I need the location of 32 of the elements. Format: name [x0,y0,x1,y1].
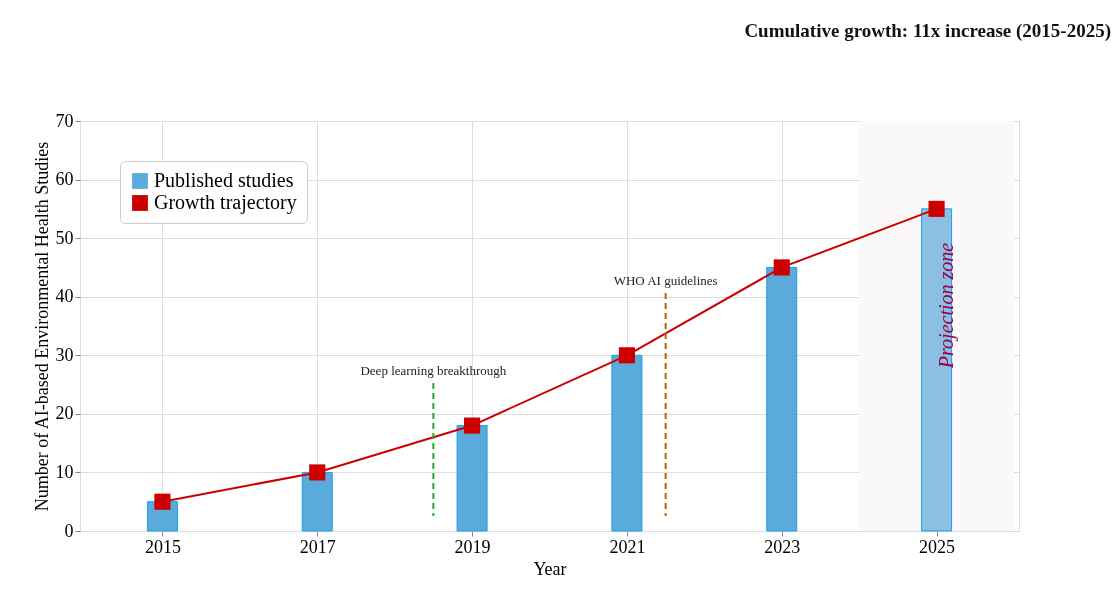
point [464,417,481,434]
x-tick-label: 2025 [919,536,956,557]
x-tick-label: 2023 [764,536,801,557]
ref-line-label: Deep learning breakthrough [360,363,507,379]
y-axis-title: Number of AI-based Environmental Health Studies [31,141,52,512]
point [928,200,945,217]
y-tick-label: 10 [55,461,74,482]
x-tick-label: 2021 [609,536,646,557]
legend-label: Published studies [154,169,294,191]
legend-label: Growth trajectory [154,191,297,214]
point [309,464,326,481]
y-tick-label: 60 [55,169,74,190]
y-tick-label: 20 [55,403,74,424]
x-tick-label: 2017 [299,536,336,557]
bar [301,471,333,532]
y-tick-label: 50 [55,227,74,248]
y-tick-label: 40 [55,286,74,307]
y-tick-label: 0 [64,520,74,541]
bar [766,266,798,532]
bar [611,354,643,532]
y-tick-label: 30 [55,344,74,365]
text: Cumulative growth: 11x increase (2015-2025) [744,20,1111,42]
x-tick-label: 2019 [454,536,491,557]
x-tick-label: 2015 [144,536,181,557]
band-label: Projection zone [934,242,958,370]
point [618,347,635,364]
point [773,259,790,276]
point [154,493,171,510]
ref-line-label: WHO AI guidelines [613,272,718,288]
bar [456,425,488,532]
x-axis-title: Year [533,558,567,579]
y-tick-label: 70 [55,110,74,131]
